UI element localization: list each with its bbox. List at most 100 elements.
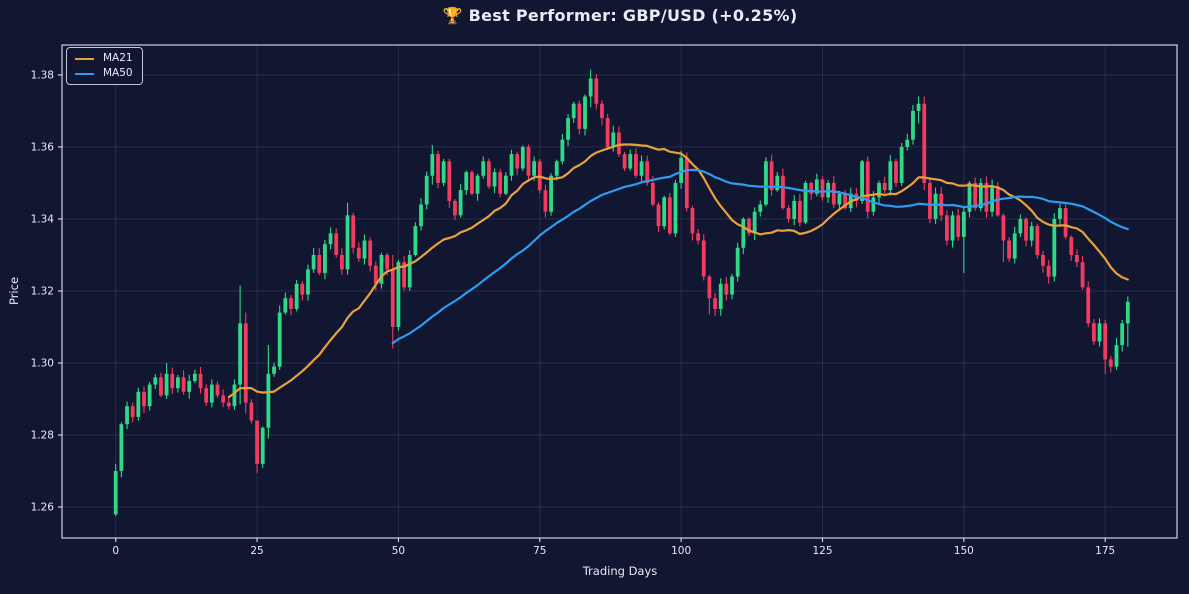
candle: [1024, 217, 1028, 247]
candle: [888, 155, 893, 196]
candle: [345, 202, 350, 275]
candle: [356, 242, 361, 262]
candle: [928, 177, 932, 224]
candle: [339, 248, 344, 275]
candle: [956, 208, 961, 241]
candle: [147, 382, 152, 411]
candle: [730, 273, 734, 300]
candle: [176, 374, 180, 393]
candle: [255, 420, 259, 473]
candle: [509, 149, 514, 181]
candle: [486, 158, 491, 189]
candle: [911, 105, 915, 145]
candle: [1075, 249, 1079, 268]
legend-label-ma50: MA50: [103, 67, 133, 79]
ma21-line: [227, 143, 1129, 399]
candle: [583, 94, 587, 136]
x-tick-label: 100: [671, 545, 691, 557]
candle: [198, 367, 203, 394]
x-axis-label: Trading Days: [582, 564, 658, 578]
candle: [741, 217, 746, 255]
candle: [1001, 213, 1006, 263]
candle: [639, 155, 644, 182]
candle: [453, 199, 457, 221]
candle: [159, 372, 163, 398]
candle: [735, 242, 740, 282]
candle: [775, 171, 780, 192]
candle: [1108, 355, 1113, 373]
candle: [1097, 318, 1102, 347]
candle: [362, 234, 367, 265]
candle: [1046, 260, 1051, 284]
candle: [571, 101, 576, 123]
candle: [1120, 319, 1125, 352]
candle: [724, 276, 729, 301]
candle: [781, 168, 785, 210]
candle: [272, 362, 276, 377]
candle: [656, 202, 661, 233]
candle: [944, 210, 949, 246]
candle: [916, 96, 921, 124]
candle: [684, 152, 689, 212]
candle: [1052, 213, 1057, 282]
candle: [481, 156, 486, 179]
candle: [526, 144, 531, 182]
candle: [622, 151, 627, 172]
candle: [633, 148, 638, 178]
candle: [503, 172, 508, 196]
candle: [899, 142, 904, 186]
candle: [470, 170, 474, 196]
candle: [379, 252, 384, 289]
candle: [690, 205, 695, 241]
x-tick-label: 25: [250, 545, 263, 557]
candle: [1103, 319, 1108, 374]
legend-label-ma21: MA21: [103, 52, 133, 64]
candle: [323, 239, 327, 280]
candle: [679, 150, 684, 189]
candle: [1125, 296, 1130, 347]
candle: [243, 312, 248, 414]
y-tick-label: 1.28: [31, 430, 54, 442]
candle: [560, 134, 565, 165]
candle: [894, 158, 898, 187]
candle: [1029, 221, 1034, 247]
candle: [701, 233, 706, 281]
candle: [814, 173, 819, 197]
legend-item-ma50: MA50: [75, 68, 133, 79]
candle: [577, 100, 582, 135]
candle: [475, 173, 480, 201]
y-tick-label: 1.38: [31, 70, 54, 82]
x-axis: 0 25 50 75 100 125 150 175: [112, 538, 1115, 557]
candle: [594, 74, 599, 110]
candle: [498, 168, 503, 198]
candle: [1058, 203, 1062, 226]
candle: [328, 227, 333, 250]
grid-layer: [62, 45, 1177, 538]
candle: [306, 264, 310, 301]
candle: [667, 193, 672, 236]
candle: [662, 195, 667, 230]
candle: [294, 279, 299, 312]
candle: [543, 184, 548, 218]
candle: [413, 222, 418, 257]
candle: [368, 237, 373, 272]
candle: [351, 212, 356, 254]
ma21-line-swatch: [75, 57, 94, 60]
candle: [764, 157, 768, 207]
y-tick-label: 1.32: [31, 286, 54, 298]
candle: [249, 399, 254, 424]
legend-item-ma21: MA21: [75, 53, 133, 64]
candle: [430, 145, 435, 185]
candle: [1035, 223, 1040, 259]
candle: [696, 229, 700, 245]
candle: [402, 256, 406, 291]
candle: [792, 195, 797, 226]
candle: [260, 426, 265, 469]
candle: [136, 387, 141, 421]
candle: [1041, 250, 1045, 273]
chart-title: 🏆 Best Performer: GBP/USD (+0.25%): [442, 6, 798, 25]
candle: [238, 285, 243, 405]
x-tick-label: 175: [1095, 545, 1115, 557]
